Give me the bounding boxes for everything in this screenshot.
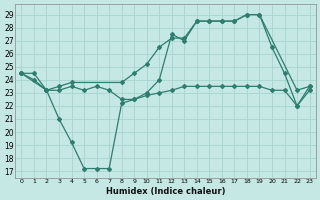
- X-axis label: Humidex (Indice chaleur): Humidex (Indice chaleur): [106, 187, 225, 196]
